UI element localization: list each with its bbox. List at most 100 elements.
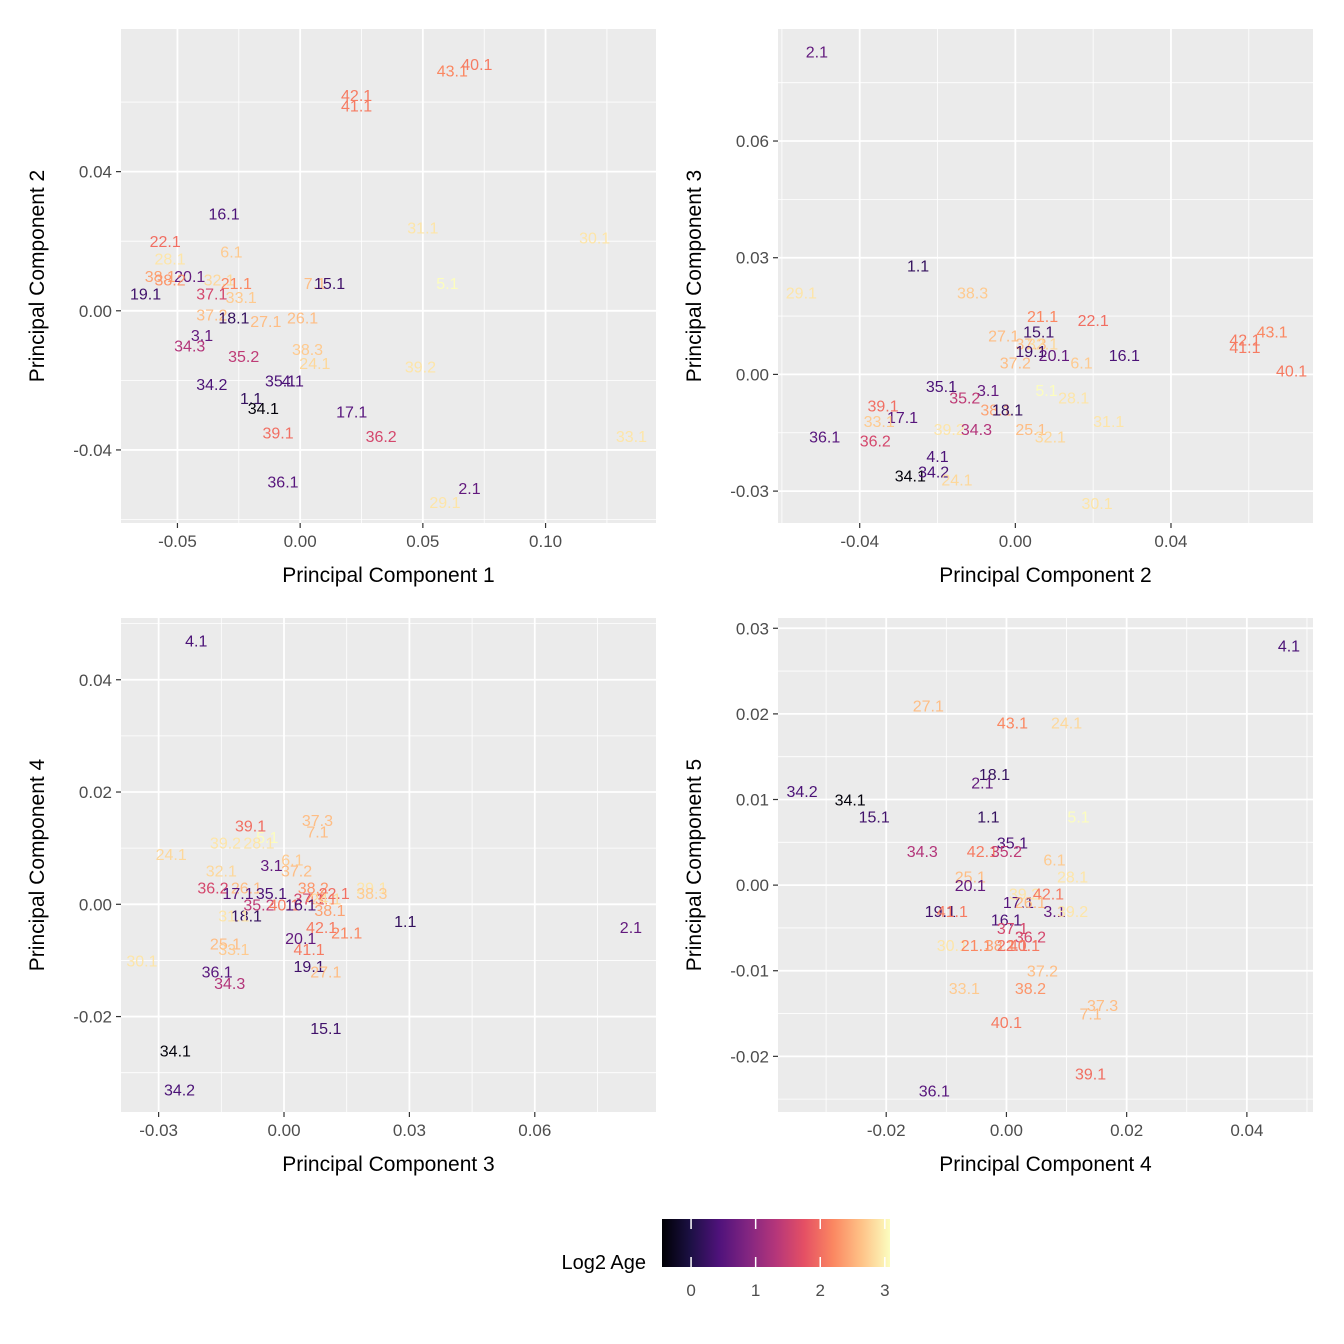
point-label: 3.1: [977, 383, 999, 400]
point-label: 37.1: [294, 892, 325, 909]
point-label: 21.1: [961, 938, 992, 955]
point-label: 4.1: [185, 633, 207, 650]
point-label: 26.1: [287, 311, 318, 328]
point-label: 19.1: [294, 959, 325, 976]
point-label: 4.1: [282, 373, 304, 390]
point-label: 37.3: [1015, 336, 1046, 353]
point-label: 7.1: [1079, 1007, 1101, 1024]
point-label: 7.1: [304, 276, 326, 293]
legend-colorbar: [662, 1219, 890, 1267]
x-tick-label: -0.04: [840, 532, 879, 551]
y-tick-label: 0.01: [736, 791, 769, 810]
point-label: 15.1: [1023, 325, 1054, 342]
point-label: 35.1: [926, 379, 957, 396]
point-label: 43.1: [997, 715, 1028, 732]
point-label: 30.1: [937, 938, 968, 955]
y-tick-label: 0.00: [736, 876, 769, 895]
point-label: 29.1: [356, 880, 387, 897]
point-label: 18.1: [979, 767, 1010, 784]
color-legend: Log2 Age 0 1 2 3: [561, 1219, 890, 1300]
point-label: 16.1: [285, 897, 316, 914]
point-label: 39.1: [235, 819, 266, 836]
point-label: 35.1: [265, 373, 296, 390]
point-label: 24.1: [156, 847, 187, 864]
x-tick-label: 0.00: [284, 532, 317, 551]
point-label: 38.2: [298, 880, 329, 897]
point-label: 43.1: [1257, 325, 1288, 342]
point-label: 33.1: [226, 290, 257, 307]
legend-tick-label: 1: [751, 1281, 760, 1300]
plot-background: [778, 618, 1313, 1112]
y-axis-title: Principal Component 3: [683, 170, 706, 382]
point-label: 2.1: [458, 481, 480, 498]
point-label: 20.1: [174, 269, 205, 286]
point-label: 27.1: [913, 698, 944, 715]
x-tick-label: 0.04: [1154, 532, 1187, 551]
point-label: 16.1: [991, 912, 1022, 929]
point-label: 35.1: [997, 835, 1028, 852]
point-label: 28.1: [1057, 870, 1088, 887]
x-axis-title: Principal Component 4: [939, 1153, 1152, 1176]
point-label: 5.1: [256, 830, 278, 847]
point-label: 6.1: [1043, 852, 1065, 869]
point-label: 37.2: [281, 864, 312, 881]
point-label: 15.1: [859, 810, 890, 827]
point-label: 38.3: [957, 286, 988, 303]
point-label: 31.1: [218, 909, 249, 926]
point-label: 40.1: [1009, 938, 1040, 955]
point-label: 42.1: [341, 88, 372, 105]
x-axis-title: Principal Component 3: [282, 1153, 494, 1176]
point-label: 41.1: [937, 904, 968, 921]
point-label: 41.1: [341, 99, 372, 116]
y-tick-label: 0.02: [79, 783, 112, 802]
panel-4: -0.02 0.00 0.02 0.04 -0.02 -0.01 0.00 0.01 0.02 0…: [683, 618, 1313, 1176]
point-label: 7.1: [306, 824, 328, 841]
x-tick-label: 0.02: [1110, 1121, 1143, 1140]
point-label: 32.1: [204, 272, 235, 289]
point-label: 17.1: [336, 405, 367, 422]
x-axis-title: Principal Component 2: [939, 564, 1151, 587]
point-label: 37.2: [1027, 964, 1058, 981]
point-label: 39.2: [1009, 887, 1040, 904]
point-label: 42.1: [1229, 332, 1260, 349]
x-tick-label: 0.00: [267, 1121, 300, 1140]
point-label: 43.1: [437, 64, 468, 81]
x-tick-label: 0.04: [1230, 1121, 1263, 1140]
point-label: 15.1: [310, 1021, 341, 1038]
point-label: 43.1: [306, 892, 337, 909]
y-tick-label: 0.04: [79, 163, 112, 182]
y-tick-label: -0.02: [730, 1047, 769, 1066]
point-label: 38.1: [145, 269, 176, 286]
plot-background: [778, 29, 1313, 523]
legend-tick-label: 2: [816, 1281, 825, 1300]
point-label: 34.2: [196, 377, 227, 394]
plot-background: [121, 29, 656, 523]
legend-tick-label: 3: [880, 1281, 889, 1300]
point-label: 40.1: [1276, 364, 1307, 381]
point-label: 39.2: [1057, 904, 1088, 921]
point-label: 21.1: [221, 276, 252, 293]
point-label: 34.3: [961, 422, 992, 439]
x-tick-label: -0.05: [158, 532, 197, 551]
point-label: 32.1: [206, 864, 237, 881]
point-label: 32.1: [1027, 336, 1058, 353]
point-label: 30.1: [1081, 496, 1112, 513]
x-tick-label: -0.02: [867, 1121, 906, 1140]
point-label: 18.1: [231, 909, 262, 926]
point-label: 27.1: [988, 329, 1019, 346]
point-label: 34.1: [160, 1043, 191, 1060]
point-label: 26.1: [231, 880, 262, 897]
y-tick-label: 0.03: [736, 249, 769, 268]
point-label: 24.1: [310, 892, 341, 909]
point-label: 41.1: [294, 942, 325, 959]
point-label: 33.1: [949, 981, 980, 998]
point-label: 25.1: [1015, 422, 1046, 439]
x-tick-label: 0.05: [406, 532, 439, 551]
point-label: 38.3: [356, 886, 387, 903]
point-label: 31.1: [407, 220, 438, 237]
point-label: 39.2: [934, 422, 965, 439]
point-label: 38.1: [985, 938, 1016, 955]
y-tick-label: -0.02: [73, 1008, 112, 1027]
point-label: 16.1: [1109, 348, 1140, 365]
